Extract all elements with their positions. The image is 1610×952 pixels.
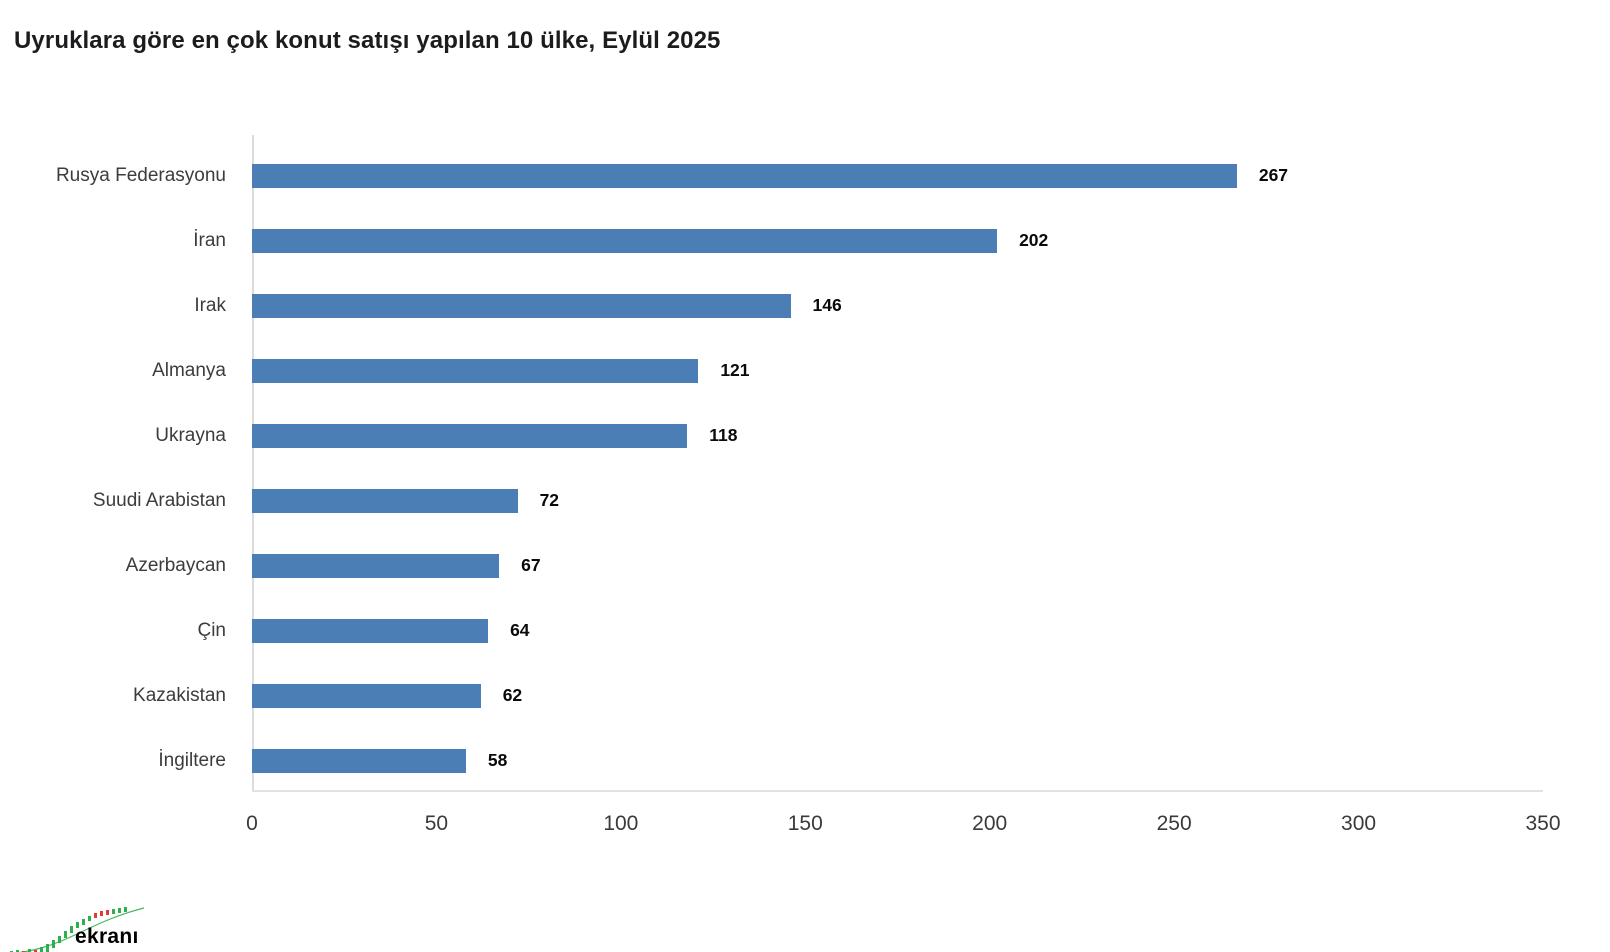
candlestick-logo-icon (10, 907, 145, 952)
bar-row: Suudi Arabistan 72 (0, 468, 1610, 533)
value-label: 267 (1258, 165, 1289, 185)
value-label: 202 (1019, 230, 1049, 250)
value-label: 121 (720, 360, 750, 380)
value-label: 64 (510, 620, 530, 640)
bar (252, 488, 518, 513)
bar (252, 293, 791, 318)
category-label: Almanya (152, 359, 226, 381)
value-label: 58 (487, 750, 508, 770)
x-axis-tick: 300 (1341, 812, 1377, 835)
x-axis-tick: 200 (972, 812, 1008, 835)
value-label: 72 (539, 490, 560, 510)
value-label: 118 (709, 425, 738, 445)
bar (252, 553, 500, 578)
category-label: Rusya Federasyonu (55, 164, 226, 186)
value-label: 146 (812, 295, 842, 315)
category-label: Suudi Arabistan (92, 489, 226, 511)
watermark-logo: ekranı (2, 898, 152, 952)
page-title: Uyruklara göre en çok konut satışı yapıl… (14, 27, 721, 54)
bar-rows: Rusya Federasyonu 267 İran 202 Irak 146 Almany… (0, 143, 1610, 793)
bar (252, 748, 466, 773)
watermark-text: ekranı (75, 925, 139, 948)
bar-row: Almanya 121 (0, 338, 1610, 403)
x-axis-tick: 0 (246, 812, 258, 835)
bar (252, 423, 688, 448)
category-label: Ukrayna (155, 424, 226, 446)
x-axis-tick: 50 (424, 812, 449, 835)
category-label: İran (193, 229, 226, 251)
bar-row: Ukrayna 118 (0, 403, 1610, 468)
category-label: Irak (194, 294, 226, 316)
x-axis-tick: 350 (1525, 812, 1561, 835)
value-label: 62 (502, 685, 523, 705)
bar-row: İran 202 (0, 208, 1610, 273)
x-axis-tick: 100 (603, 812, 639, 835)
bar-row: Azerbaycan 67 (0, 533, 1610, 598)
bar (252, 228, 998, 253)
y-axis-line (252, 135, 254, 792)
category-label: Çin (197, 619, 226, 641)
x-axis-tick: 150 (787, 812, 823, 835)
category-label: İngiltere (158, 749, 226, 771)
bar (252, 358, 699, 383)
x-axis-ticks: 0 50 100 150 200 250 300 350 (0, 812, 1610, 842)
category-label: Azerbaycan (125, 554, 226, 576)
value-label: 67 (521, 555, 541, 575)
bar (252, 683, 481, 708)
bar-row: Rusya Federasyonu 267 (0, 143, 1610, 208)
x-axis-line (252, 790, 1543, 792)
bar-row: Kazakistan 62 (0, 663, 1610, 728)
bar (252, 618, 489, 643)
category-label: Kazakistan (133, 684, 226, 706)
x-axis-tick: 250 (1156, 812, 1192, 835)
bar-row: İngiltere 58 (0, 728, 1610, 793)
bar (252, 163, 1237, 188)
bar-row: Çin 64 (0, 598, 1610, 663)
bar-row: Irak 146 (0, 273, 1610, 338)
